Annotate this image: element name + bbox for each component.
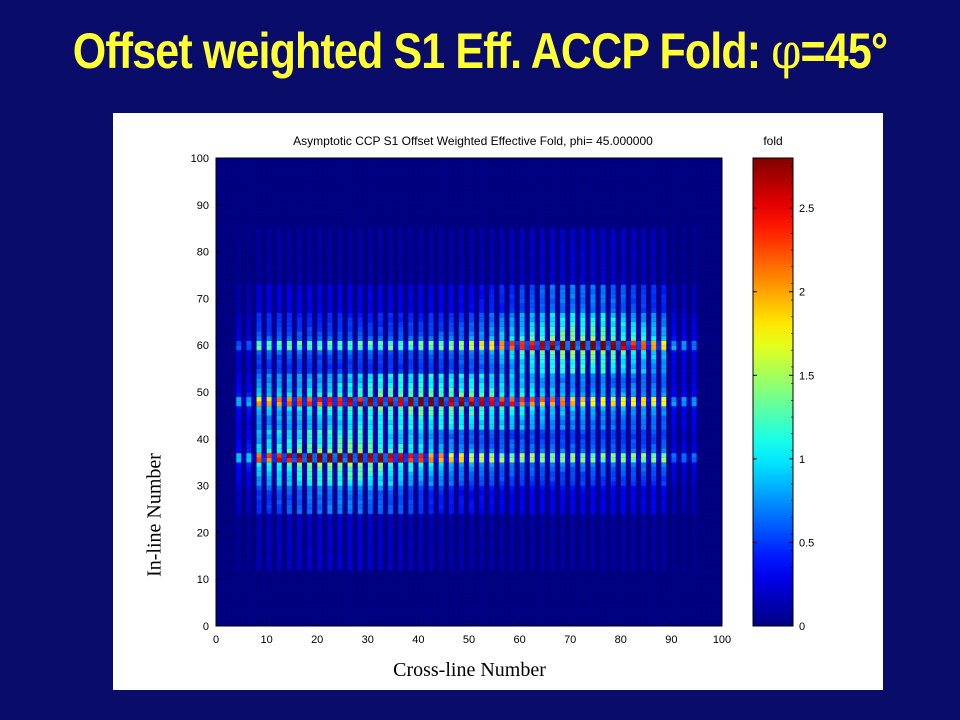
colorbar-scale [752,157,794,627]
slide-title: Offset weighted S1 Eff. ACCP Fold: φ=45° [72,22,888,80]
heatmap-cells [216,158,723,627]
x-tick-label: 30 [362,634,374,646]
colorbar-tick-label: 2 [799,287,805,299]
phi-symbol: φ [771,22,801,80]
x-tick-label: 10 [260,634,272,646]
y-tick-label: 90 [197,200,209,212]
colorbar-label: fold [763,134,782,148]
y-tick-label: 60 [197,340,209,352]
x-tick-label: 90 [665,634,677,646]
y-tick-label: 20 [197,527,209,539]
y-tick-label: 40 [197,434,209,446]
figure-panel: Asymptotic CCP S1 Offset Weighted Effect… [113,113,883,690]
x-tick-label: 60 [513,634,525,646]
y-tick-label: 70 [197,293,209,305]
chart-title: Asymptotic CCP S1 Offset Weighted Effect… [293,134,653,148]
colorbar-tick-label: 1.5 [799,370,814,382]
colorbar-tick-label: 2.5 [799,203,814,215]
x-tick-label: 20 [311,634,323,646]
colorbar: 0 0.5 1 1.5 2 2.5 [752,157,814,633]
colorbar-tick-label: 0 [799,621,805,633]
y-tick-label: 0 [203,621,209,633]
x-axis-label: Cross-line Number [393,659,546,681]
y-tick-label: 10 [197,574,209,586]
y-tick-label: 80 [197,247,209,259]
heatmap-grid [216,158,722,626]
x-tick-label: 40 [412,634,424,646]
y-axis-label: In-line Number [143,453,166,577]
y-tick-label: 50 [197,387,209,399]
colorbar-tick-label: 1 [799,454,805,466]
x-tick-label: 80 [615,634,627,646]
colorbar-tick-label: 0.5 [799,537,814,549]
x-axis: 0 10 20 30 40 50 60 70 80 90 100 [213,622,731,646]
x-tick-label: 50 [463,634,475,646]
heatmap-chart: Asymptotic CCP S1 Offset Weighted Effect… [191,134,815,646]
x-tick-label: 70 [564,634,576,646]
y-tick-label: 100 [191,153,209,165]
y-tick-label: 30 [197,481,209,493]
x-tick-label: 100 [713,634,731,646]
y-axis: 0 10 20 30 40 50 60 70 80 90 100 [191,153,220,633]
x-tick-label: 0 [213,634,219,646]
